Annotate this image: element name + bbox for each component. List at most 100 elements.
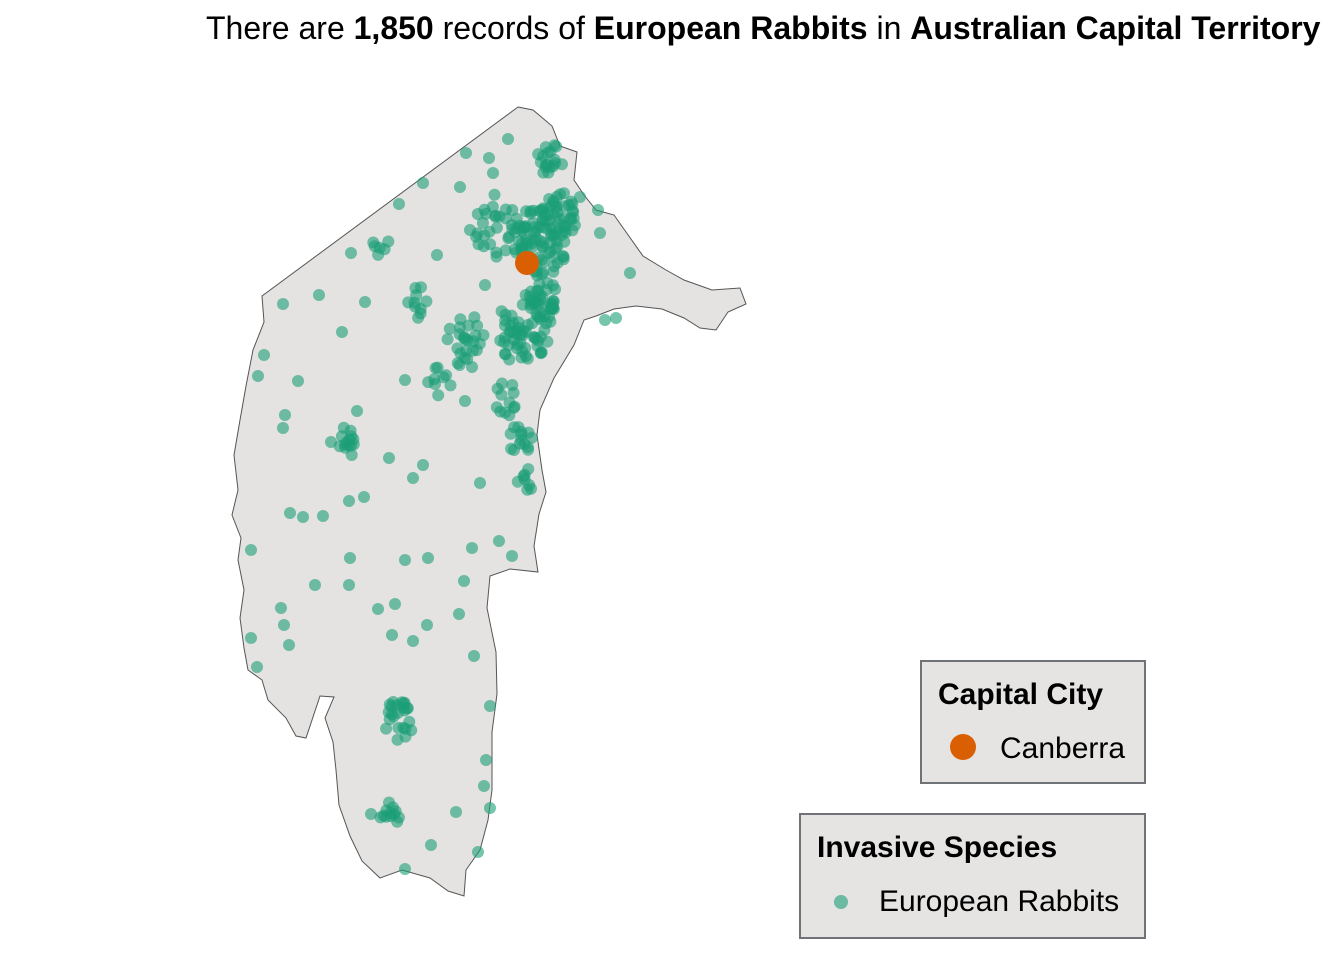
record-point — [541, 146, 554, 159]
record-point — [466, 361, 478, 373]
record-point — [459, 333, 472, 346]
record-point — [297, 511, 309, 523]
record-point — [551, 256, 564, 269]
record-point — [530, 308, 543, 320]
record-point — [544, 200, 557, 213]
record-point — [528, 226, 541, 239]
legend-key-capital — [950, 734, 976, 760]
record-point — [252, 370, 264, 382]
record-point — [488, 188, 501, 201]
record-point — [372, 603, 384, 615]
record-point — [309, 579, 321, 591]
legend-label-canberra: Canberra — [1000, 732, 1126, 765]
record-point — [490, 221, 503, 234]
record-point — [389, 598, 401, 610]
record-point — [536, 213, 549, 226]
record-point — [523, 479, 536, 491]
record-point — [258, 349, 270, 361]
record-point — [374, 811, 387, 824]
record-point — [407, 635, 419, 647]
record-point — [429, 362, 442, 374]
record-point — [553, 212, 565, 225]
record-point — [478, 203, 491, 216]
record-point — [460, 147, 472, 159]
record-point — [499, 244, 512, 257]
record-point — [317, 510, 329, 522]
record-point — [515, 428, 528, 441]
record-point — [444, 379, 457, 392]
record-point — [624, 267, 636, 279]
record-point — [516, 237, 529, 250]
record-point — [245, 632, 257, 644]
record-point — [275, 602, 287, 614]
record-point — [477, 240, 490, 253]
record-point — [543, 310, 556, 323]
record-point — [487, 167, 499, 179]
record-point — [380, 722, 393, 735]
record-point — [402, 296, 415, 309]
record-point — [399, 722, 412, 735]
record-point — [459, 395, 471, 407]
record-point — [313, 289, 325, 301]
record-point — [550, 140, 563, 153]
record-point — [373, 241, 386, 254]
record-point — [345, 247, 357, 259]
record-point — [476, 217, 489, 229]
record-point — [425, 839, 437, 851]
record-point — [344, 552, 356, 564]
record-point — [358, 491, 370, 503]
record-point — [508, 421, 521, 434]
record-point — [531, 284, 544, 297]
record-point — [610, 312, 622, 324]
legend-title-invasive-species: Invasive Species — [817, 831, 1058, 864]
record-point — [493, 210, 506, 223]
record-point — [441, 333, 454, 346]
record-point — [503, 409, 516, 422]
record-point — [490, 246, 503, 259]
record-point — [498, 336, 511, 349]
record-point — [503, 396, 516, 409]
record-point — [478, 780, 490, 792]
record-point — [422, 552, 434, 564]
record-point — [365, 808, 377, 820]
record-point — [507, 386, 520, 399]
record-point — [468, 650, 480, 662]
record-point — [499, 308, 512, 321]
record-point — [417, 459, 429, 471]
record-point — [454, 181, 466, 193]
record-point — [464, 224, 476, 236]
record-point — [532, 298, 545, 311]
record-point — [519, 350, 532, 363]
record-point — [565, 212, 577, 225]
record-point — [387, 710, 400, 723]
record-point — [537, 266, 550, 279]
record-point — [468, 311, 481, 324]
record-point — [512, 316, 525, 329]
record-point — [458, 575, 470, 587]
record-point — [337, 421, 350, 434]
record-point — [532, 334, 545, 347]
record-point — [343, 495, 355, 507]
record-point — [386, 629, 398, 641]
record-point — [599, 314, 611, 326]
record-point — [513, 219, 526, 232]
record-point — [440, 369, 453, 382]
record-point — [477, 329, 490, 342]
record-point — [462, 319, 475, 332]
record-point — [503, 353, 516, 366]
record-point — [592, 204, 604, 216]
record-point — [277, 422, 289, 434]
record-point — [278, 619, 290, 631]
record-point — [526, 240, 539, 253]
record-point — [453, 608, 465, 620]
record-point — [399, 554, 411, 566]
record-point — [538, 324, 551, 336]
record-point — [431, 249, 443, 261]
record-point — [574, 191, 586, 203]
record-point — [454, 347, 467, 360]
record-point — [443, 322, 456, 335]
record-point — [483, 152, 495, 164]
record-point — [407, 472, 419, 484]
record-point — [251, 661, 263, 673]
